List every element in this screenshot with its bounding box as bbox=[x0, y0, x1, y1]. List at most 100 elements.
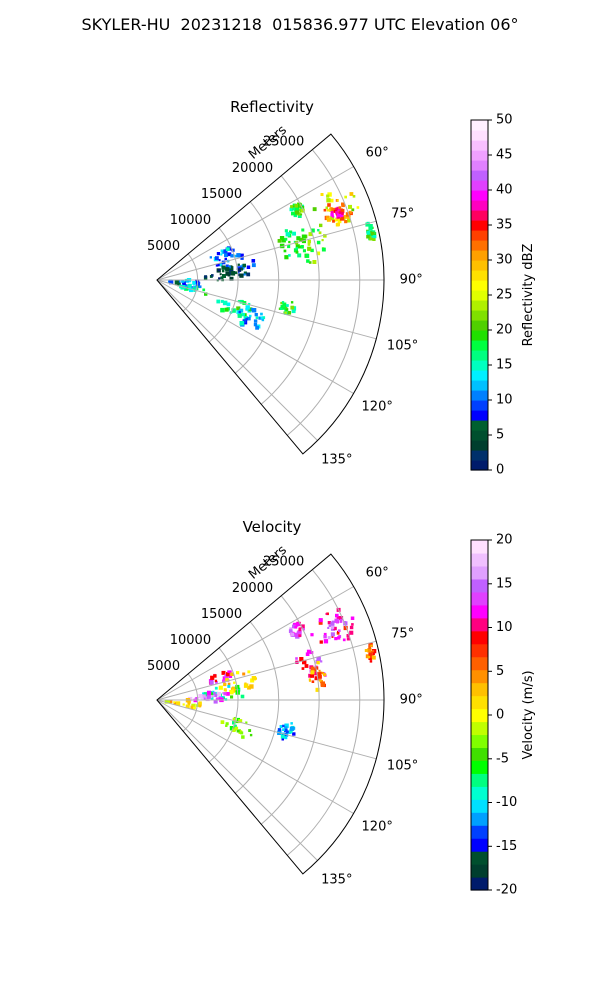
echo-gate bbox=[237, 263, 240, 266]
colorbar-cell bbox=[471, 250, 488, 261]
azimuth-tick-label: 105° bbox=[387, 758, 418, 773]
echo-gate bbox=[255, 316, 259, 320]
echo-gate bbox=[315, 687, 320, 692]
echo-gate bbox=[335, 207, 338, 211]
azimuth-tick-label: 75° bbox=[391, 627, 414, 642]
echo-gate bbox=[198, 704, 202, 708]
echo-gate bbox=[333, 626, 337, 631]
echo-gate bbox=[302, 659, 307, 665]
echo-gate bbox=[280, 734, 285, 739]
colorbar-cell bbox=[471, 120, 488, 131]
echo-gate bbox=[372, 650, 375, 653]
colorbar-cell bbox=[471, 210, 488, 221]
colorbar-tick-label: 45 bbox=[496, 148, 513, 163]
echo-gate bbox=[247, 685, 251, 690]
echo-gate bbox=[293, 248, 298, 253]
echo-gate bbox=[327, 621, 331, 625]
echo-gate bbox=[285, 232, 290, 237]
azimuth-gridline bbox=[156, 699, 318, 861]
colorbar-tick-label: 20 bbox=[496, 533, 513, 548]
echo-gate bbox=[316, 656, 321, 662]
echo-gate bbox=[223, 682, 227, 687]
echo-gate bbox=[335, 211, 339, 215]
colorbar-cell bbox=[471, 280, 488, 291]
range-tick-label: 10000 bbox=[170, 633, 211, 648]
echo-gate bbox=[225, 724, 228, 727]
echo-gate bbox=[316, 251, 321, 256]
colorbar-cell bbox=[471, 617, 488, 632]
echo-gate bbox=[307, 243, 311, 246]
echo-gate bbox=[164, 699, 169, 704]
echo-gate bbox=[371, 655, 376, 660]
echo-region bbox=[221, 253, 256, 276]
echo-gate bbox=[328, 624, 331, 627]
echo-gate bbox=[318, 675, 322, 679]
colorbar-cell bbox=[471, 669, 488, 684]
azimuth-gridline bbox=[156, 586, 354, 701]
echo-gate bbox=[215, 263, 219, 267]
echo-gate bbox=[255, 325, 259, 330]
colorbar-tick-label: 30 bbox=[496, 253, 513, 268]
echo-gate bbox=[284, 728, 288, 733]
echo-region bbox=[277, 722, 296, 741]
echo-gate bbox=[284, 311, 287, 314]
echo-gate bbox=[336, 616, 340, 620]
echo-gate bbox=[285, 308, 289, 311]
echo-gate bbox=[368, 653, 373, 658]
echo-gate bbox=[284, 736, 288, 740]
echo-gate bbox=[310, 673, 314, 678]
echo-gate bbox=[318, 669, 321, 672]
echo-gate bbox=[236, 671, 240, 675]
colorbar-cell bbox=[471, 864, 488, 878]
echo-gate bbox=[222, 300, 228, 306]
colorbar-cell bbox=[471, 656, 488, 671]
echo-gate bbox=[249, 733, 253, 737]
echo-gate bbox=[292, 622, 296, 626]
echo-gate bbox=[299, 237, 304, 242]
echo-gate bbox=[236, 266, 241, 270]
echo-gate bbox=[295, 250, 299, 254]
echo-gate bbox=[211, 274, 214, 277]
echo-gate bbox=[203, 697, 207, 701]
echo-gate bbox=[249, 314, 252, 318]
echo-gate bbox=[193, 706, 196, 710]
echo-gate bbox=[321, 671, 324, 675]
azimuth-gridline bbox=[156, 640, 377, 701]
echo-gate bbox=[230, 254, 234, 258]
colorbar-cell bbox=[471, 350, 488, 361]
echo-gate bbox=[247, 670, 251, 674]
echo-gate bbox=[225, 271, 230, 276]
echo-gate bbox=[329, 207, 333, 211]
colorbar-cell bbox=[471, 773, 488, 787]
azimuth-tick-label: 135° bbox=[321, 452, 352, 467]
echo-gate bbox=[295, 210, 299, 215]
echo-gate bbox=[336, 631, 340, 635]
echo-gate bbox=[223, 249, 228, 254]
echo-region bbox=[327, 618, 350, 642]
echo-gate bbox=[284, 255, 289, 260]
echo-gate bbox=[366, 230, 371, 235]
echo-gate bbox=[346, 637, 350, 641]
echo-gate bbox=[333, 218, 337, 222]
azimuth-tick-label: 75° bbox=[391, 207, 414, 222]
echo-gate bbox=[236, 687, 241, 692]
echo-gate bbox=[226, 672, 230, 677]
echo-gate bbox=[230, 695, 234, 699]
velocity-panel-title: Velocity bbox=[243, 518, 302, 536]
echo-gate bbox=[367, 655, 371, 659]
colorbar-cell bbox=[471, 300, 488, 311]
echo-gate bbox=[222, 696, 225, 700]
colorbar-cell bbox=[471, 170, 488, 181]
colorbar-cell bbox=[471, 380, 488, 391]
colorbar-cell bbox=[471, 430, 488, 441]
echo-gate bbox=[318, 618, 323, 623]
echo-gate bbox=[251, 308, 257, 313]
echo-gate bbox=[248, 307, 253, 312]
velocity-polar-grid bbox=[156, 569, 384, 861]
echo-gate bbox=[262, 316, 266, 320]
echo-gate bbox=[346, 218, 351, 223]
echo-gate bbox=[292, 732, 296, 736]
echo-gate bbox=[181, 279, 185, 283]
reflectivity-polar-grid bbox=[156, 149, 384, 441]
echo-gate bbox=[214, 256, 219, 261]
